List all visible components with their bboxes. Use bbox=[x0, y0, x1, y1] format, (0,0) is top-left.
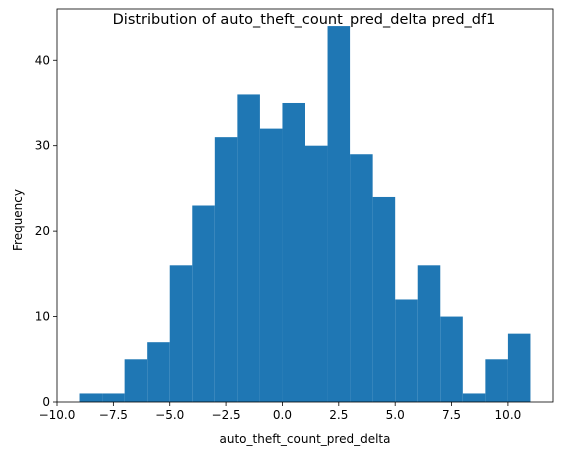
chart-title: Distribution of auto_theft_count_pred_de… bbox=[113, 12, 496, 28]
histogram-bar bbox=[79, 393, 103, 402]
histogram-bar bbox=[192, 205, 215, 402]
x-tick-label: 7.5 bbox=[442, 408, 461, 422]
x-tick-label: −10.0 bbox=[39, 408, 76, 422]
histogram-bar bbox=[485, 359, 508, 402]
y-axis-label: Frequency bbox=[11, 189, 25, 251]
bars-group bbox=[79, 26, 531, 403]
histogram-bar bbox=[327, 26, 351, 403]
x-tick-label: −2.5 bbox=[212, 408, 241, 422]
histogram-bar bbox=[350, 154, 373, 402]
x-tick-label: −7.5 bbox=[99, 408, 128, 422]
y-tick-label: 20 bbox=[35, 224, 50, 238]
x-axis-ticks: −10.0 −7.5 −5.0 −2.5 0.0 2.5 5.0 7.5 10.0 bbox=[39, 402, 522, 422]
histogram-bar bbox=[417, 265, 441, 402]
histogram-bar bbox=[372, 196, 396, 402]
y-axis-ticks: 0 10 20 30 40 bbox=[35, 53, 57, 409]
x-tick-label: 10.0 bbox=[495, 408, 522, 422]
histogram-bar bbox=[124, 359, 148, 402]
histogram-bar bbox=[395, 299, 418, 402]
x-tick-label: 0.0 bbox=[273, 408, 292, 422]
histogram-bar bbox=[147, 342, 170, 402]
x-tick-label: 5.0 bbox=[386, 408, 405, 422]
x-tick-label: −5.0 bbox=[155, 408, 184, 422]
y-tick-label: 40 bbox=[35, 53, 50, 67]
x-axis-label: auto_theft_count_pred_delta bbox=[220, 432, 391, 446]
x-tick-label: 2.5 bbox=[329, 408, 348, 422]
histogram-bar bbox=[462, 393, 486, 402]
histogram-bar bbox=[305, 145, 328, 402]
histogram-bar bbox=[237, 94, 260, 402]
histogram-bar bbox=[282, 102, 305, 402]
y-tick-label: 0 bbox=[42, 395, 50, 409]
histogram-bar bbox=[440, 316, 463, 402]
y-tick-label: 30 bbox=[35, 139, 50, 153]
histogram-bar bbox=[507, 333, 531, 402]
histogram-bar bbox=[169, 265, 193, 402]
histogram-bar bbox=[214, 137, 238, 403]
histogram-bar bbox=[259, 128, 283, 402]
histogram-bar bbox=[102, 393, 125, 402]
y-tick-label: 10 bbox=[35, 310, 50, 324]
plot-frame bbox=[56, 8, 554, 403]
